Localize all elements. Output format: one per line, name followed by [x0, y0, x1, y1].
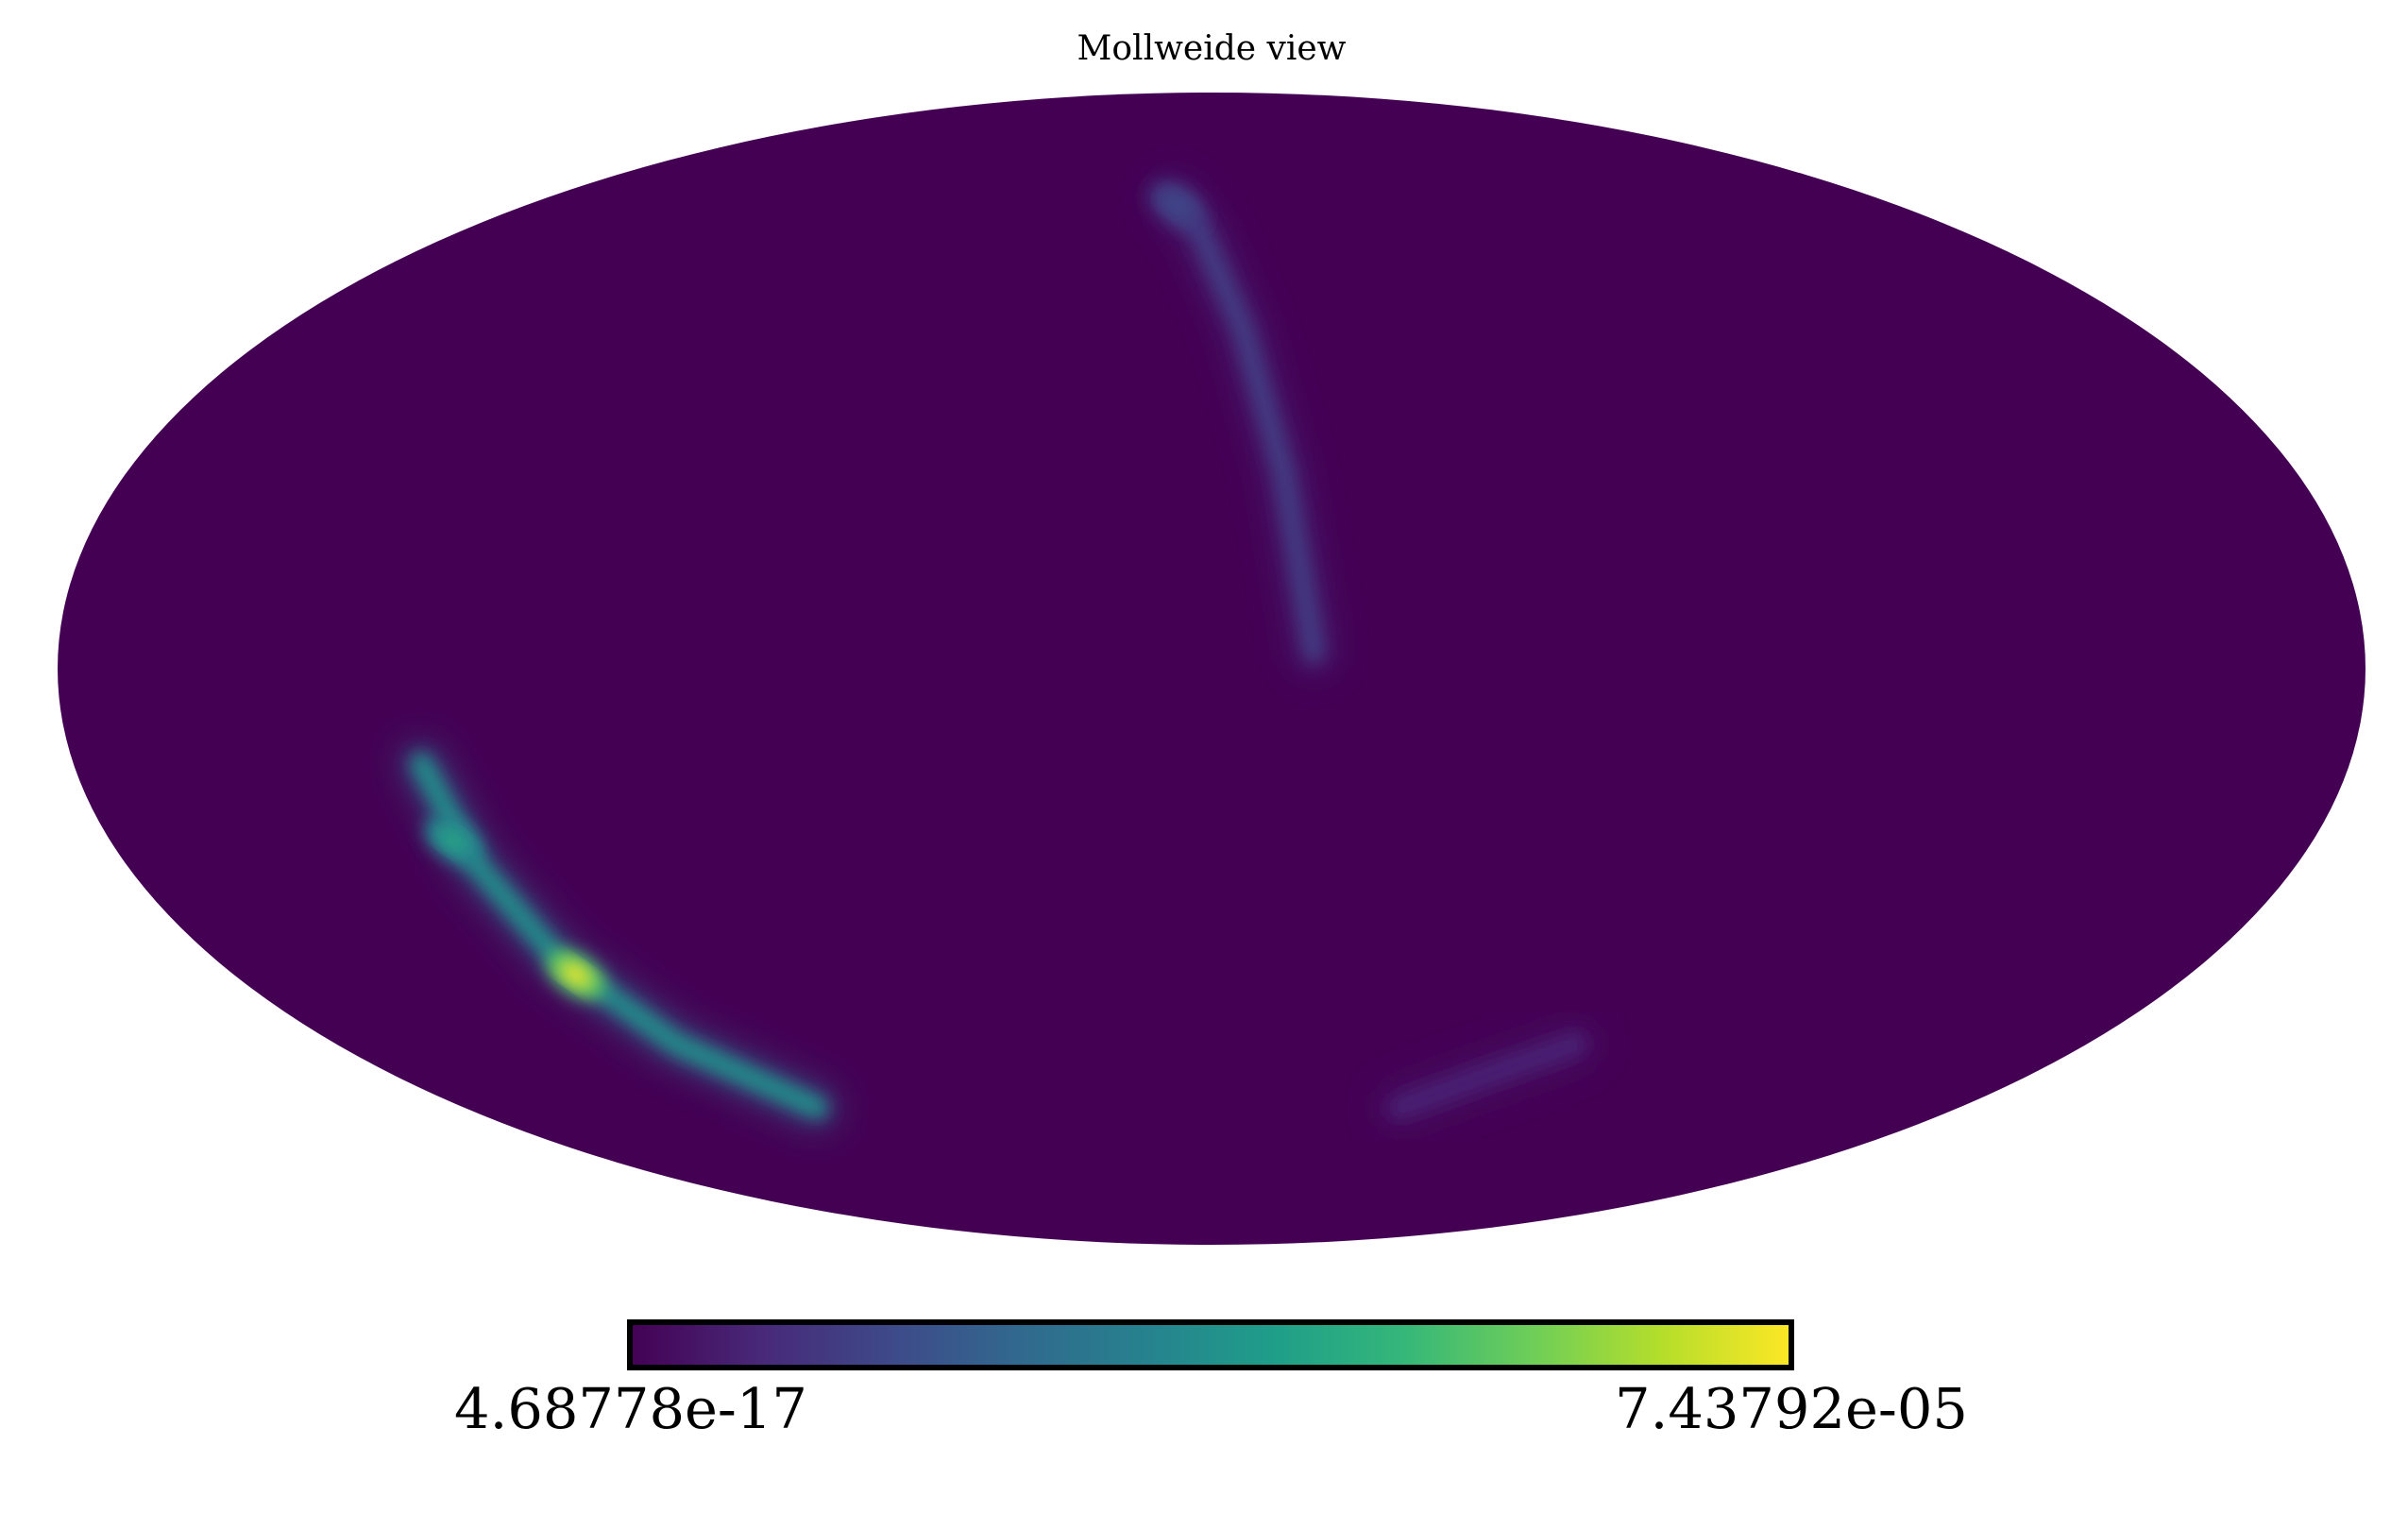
- map-title: Mollweide view: [1077, 29, 1347, 68]
- map-projection: [58, 93, 2366, 1245]
- colorbar-gradient: [627, 1319, 1794, 1370]
- map-spot: [561, 962, 591, 987]
- map-spot: [437, 828, 468, 853]
- map-arc: [1387, 1033, 1587, 1119]
- colorbar-min-label: 4.68778e-17: [454, 1376, 807, 1441]
- colorbar-max-label: 7.43792e-05: [1615, 1376, 1968, 1441]
- map-spot: [1162, 194, 1193, 218]
- sky-map-ellipse: [58, 93, 2366, 1245]
- colorbar: 4.68778e-17 7.43792e-05: [454, 1319, 1968, 1441]
- map-features: [399, 178, 1598, 1130]
